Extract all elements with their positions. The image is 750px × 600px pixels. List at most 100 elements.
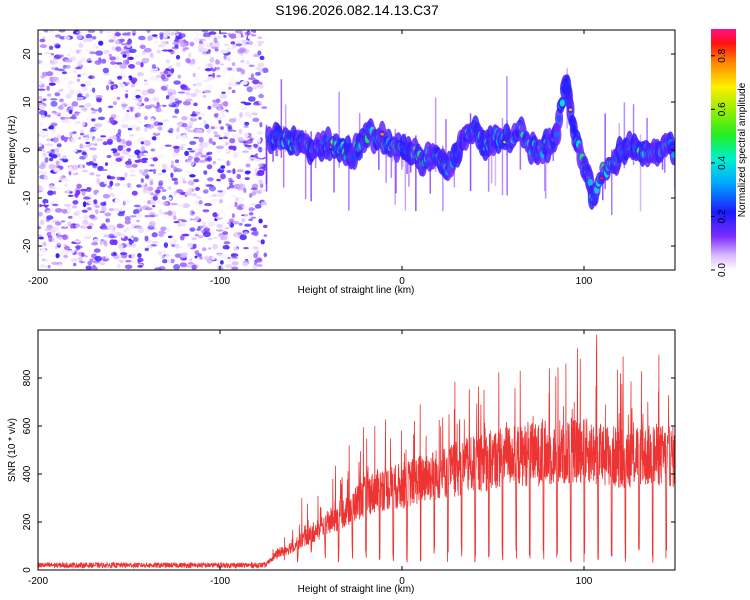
noise-blob bbox=[133, 237, 139, 242]
noise-blob bbox=[67, 53, 71, 56]
noise-blob bbox=[71, 114, 76, 120]
noise-blob bbox=[125, 260, 132, 263]
noise-blob bbox=[258, 93, 264, 99]
noise-blob bbox=[175, 134, 180, 140]
noise-blob bbox=[181, 33, 186, 38]
x-tick-label: -200 bbox=[28, 276, 48, 287]
noise-blob bbox=[168, 95, 176, 102]
noise-blob bbox=[203, 216, 209, 220]
noise-blob bbox=[182, 39, 187, 43]
noise-blob bbox=[125, 53, 130, 58]
noise-blob bbox=[68, 89, 75, 95]
noise-blob bbox=[170, 160, 175, 166]
noise-blob bbox=[125, 140, 132, 147]
noise-blob bbox=[193, 102, 198, 107]
noise-blob bbox=[198, 159, 206, 163]
noise-blob bbox=[212, 62, 216, 69]
noise-blob bbox=[102, 141, 109, 146]
noise-blob bbox=[175, 243, 180, 249]
noise-blob bbox=[250, 73, 255, 79]
noise-blob bbox=[119, 64, 127, 69]
noise-blob bbox=[199, 256, 203, 260]
noise-blob bbox=[245, 74, 251, 78]
noise-blob bbox=[150, 68, 159, 71]
noise-blob bbox=[214, 113, 219, 118]
noise-blob bbox=[215, 229, 224, 232]
noise-blob bbox=[204, 68, 212, 72]
noise-blob bbox=[251, 34, 257, 37]
ridge-streak bbox=[501, 118, 504, 196]
noise-blob bbox=[212, 99, 220, 103]
noise-blob bbox=[203, 170, 208, 175]
noise-blob bbox=[177, 222, 182, 227]
noise-blob bbox=[147, 244, 153, 249]
noise-blob bbox=[115, 157, 123, 162]
noise-blob bbox=[212, 161, 216, 165]
noise-blob bbox=[99, 30, 104, 34]
ridge-streak bbox=[394, 128, 396, 205]
noise-blob bbox=[69, 224, 74, 229]
noise-blob bbox=[248, 157, 256, 160]
noise-blob bbox=[55, 253, 60, 259]
noise-blob bbox=[110, 193, 115, 197]
noise-blob bbox=[105, 218, 110, 223]
noise-blob bbox=[116, 132, 121, 138]
noise-blob bbox=[109, 173, 117, 176]
noise-blob bbox=[166, 88, 174, 93]
noise-blob bbox=[228, 177, 233, 181]
noise-blob bbox=[108, 39, 115, 43]
noise-blob bbox=[122, 77, 130, 81]
noise-blob bbox=[141, 81, 148, 84]
noise-blob bbox=[192, 219, 199, 222]
noise-blob bbox=[90, 131, 95, 134]
noise-blob bbox=[48, 82, 56, 86]
noise-blob bbox=[232, 168, 236, 175]
noise-blob bbox=[259, 121, 263, 128]
noise-blob bbox=[50, 98, 58, 101]
noise-blob bbox=[69, 131, 73, 137]
noise-blob bbox=[192, 72, 196, 78]
snr-series-line bbox=[38, 334, 675, 570]
colorbar-tick-label: 0.8 bbox=[717, 48, 728, 62]
noise-blob bbox=[70, 258, 79, 262]
noise-blob bbox=[148, 178, 155, 181]
noise-blob bbox=[99, 262, 106, 266]
noise-blob bbox=[46, 85, 50, 92]
noise-blob bbox=[134, 112, 141, 118]
noise-blob bbox=[80, 57, 88, 63]
noise-blob bbox=[89, 214, 96, 219]
noise-blob bbox=[81, 169, 88, 173]
ridge-core bbox=[554, 131, 561, 138]
noise-blob bbox=[38, 32, 42, 36]
noise-blob bbox=[87, 207, 92, 211]
noise-blob bbox=[229, 54, 235, 60]
noise-blob bbox=[226, 160, 230, 167]
noise-blob bbox=[141, 171, 149, 177]
ridge-peak bbox=[568, 108, 573, 112]
noise-blob bbox=[150, 148, 156, 152]
noise-blob bbox=[229, 182, 234, 185]
noise-blob bbox=[68, 109, 73, 115]
noise-blob bbox=[161, 188, 167, 193]
ridge-streak bbox=[442, 145, 444, 212]
noise-blob bbox=[70, 156, 74, 160]
noise-blob bbox=[155, 106, 162, 113]
noise-blob bbox=[81, 190, 86, 196]
noise-blob bbox=[89, 147, 97, 151]
noise-blob bbox=[41, 204, 50, 207]
ridge-streak bbox=[348, 134, 350, 211]
noise-blob bbox=[76, 216, 82, 219]
noise-blob bbox=[207, 113, 215, 119]
noise-blob bbox=[123, 228, 128, 233]
noise-blob bbox=[60, 257, 69, 262]
noise-blob bbox=[236, 39, 241, 44]
noise-blob bbox=[82, 137, 90, 142]
noise-blob bbox=[67, 249, 75, 255]
noise-blob bbox=[98, 107, 102, 113]
noise-blob bbox=[212, 102, 220, 108]
noise-blob bbox=[112, 101, 118, 106]
noise-blob bbox=[176, 127, 180, 133]
noise-blob bbox=[230, 41, 236, 45]
noise-blob bbox=[223, 110, 228, 116]
noise-blob bbox=[214, 126, 218, 130]
